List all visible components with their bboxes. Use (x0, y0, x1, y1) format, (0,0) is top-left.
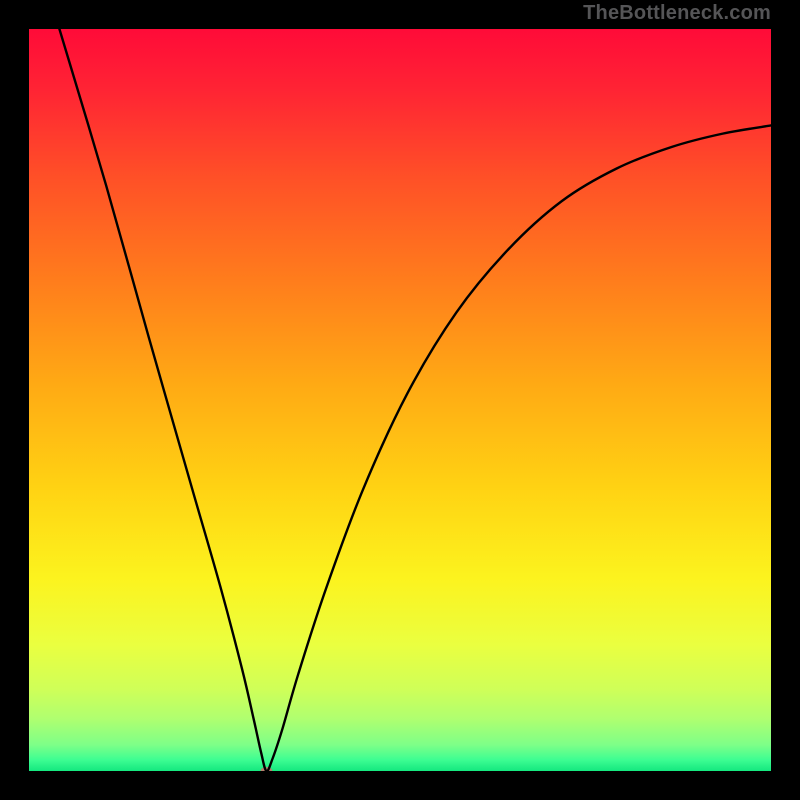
bottleneck-chart-svg (0, 0, 800, 800)
figure-root: TheBottleneck.com (0, 0, 800, 800)
plot-background-gradient (29, 29, 771, 771)
